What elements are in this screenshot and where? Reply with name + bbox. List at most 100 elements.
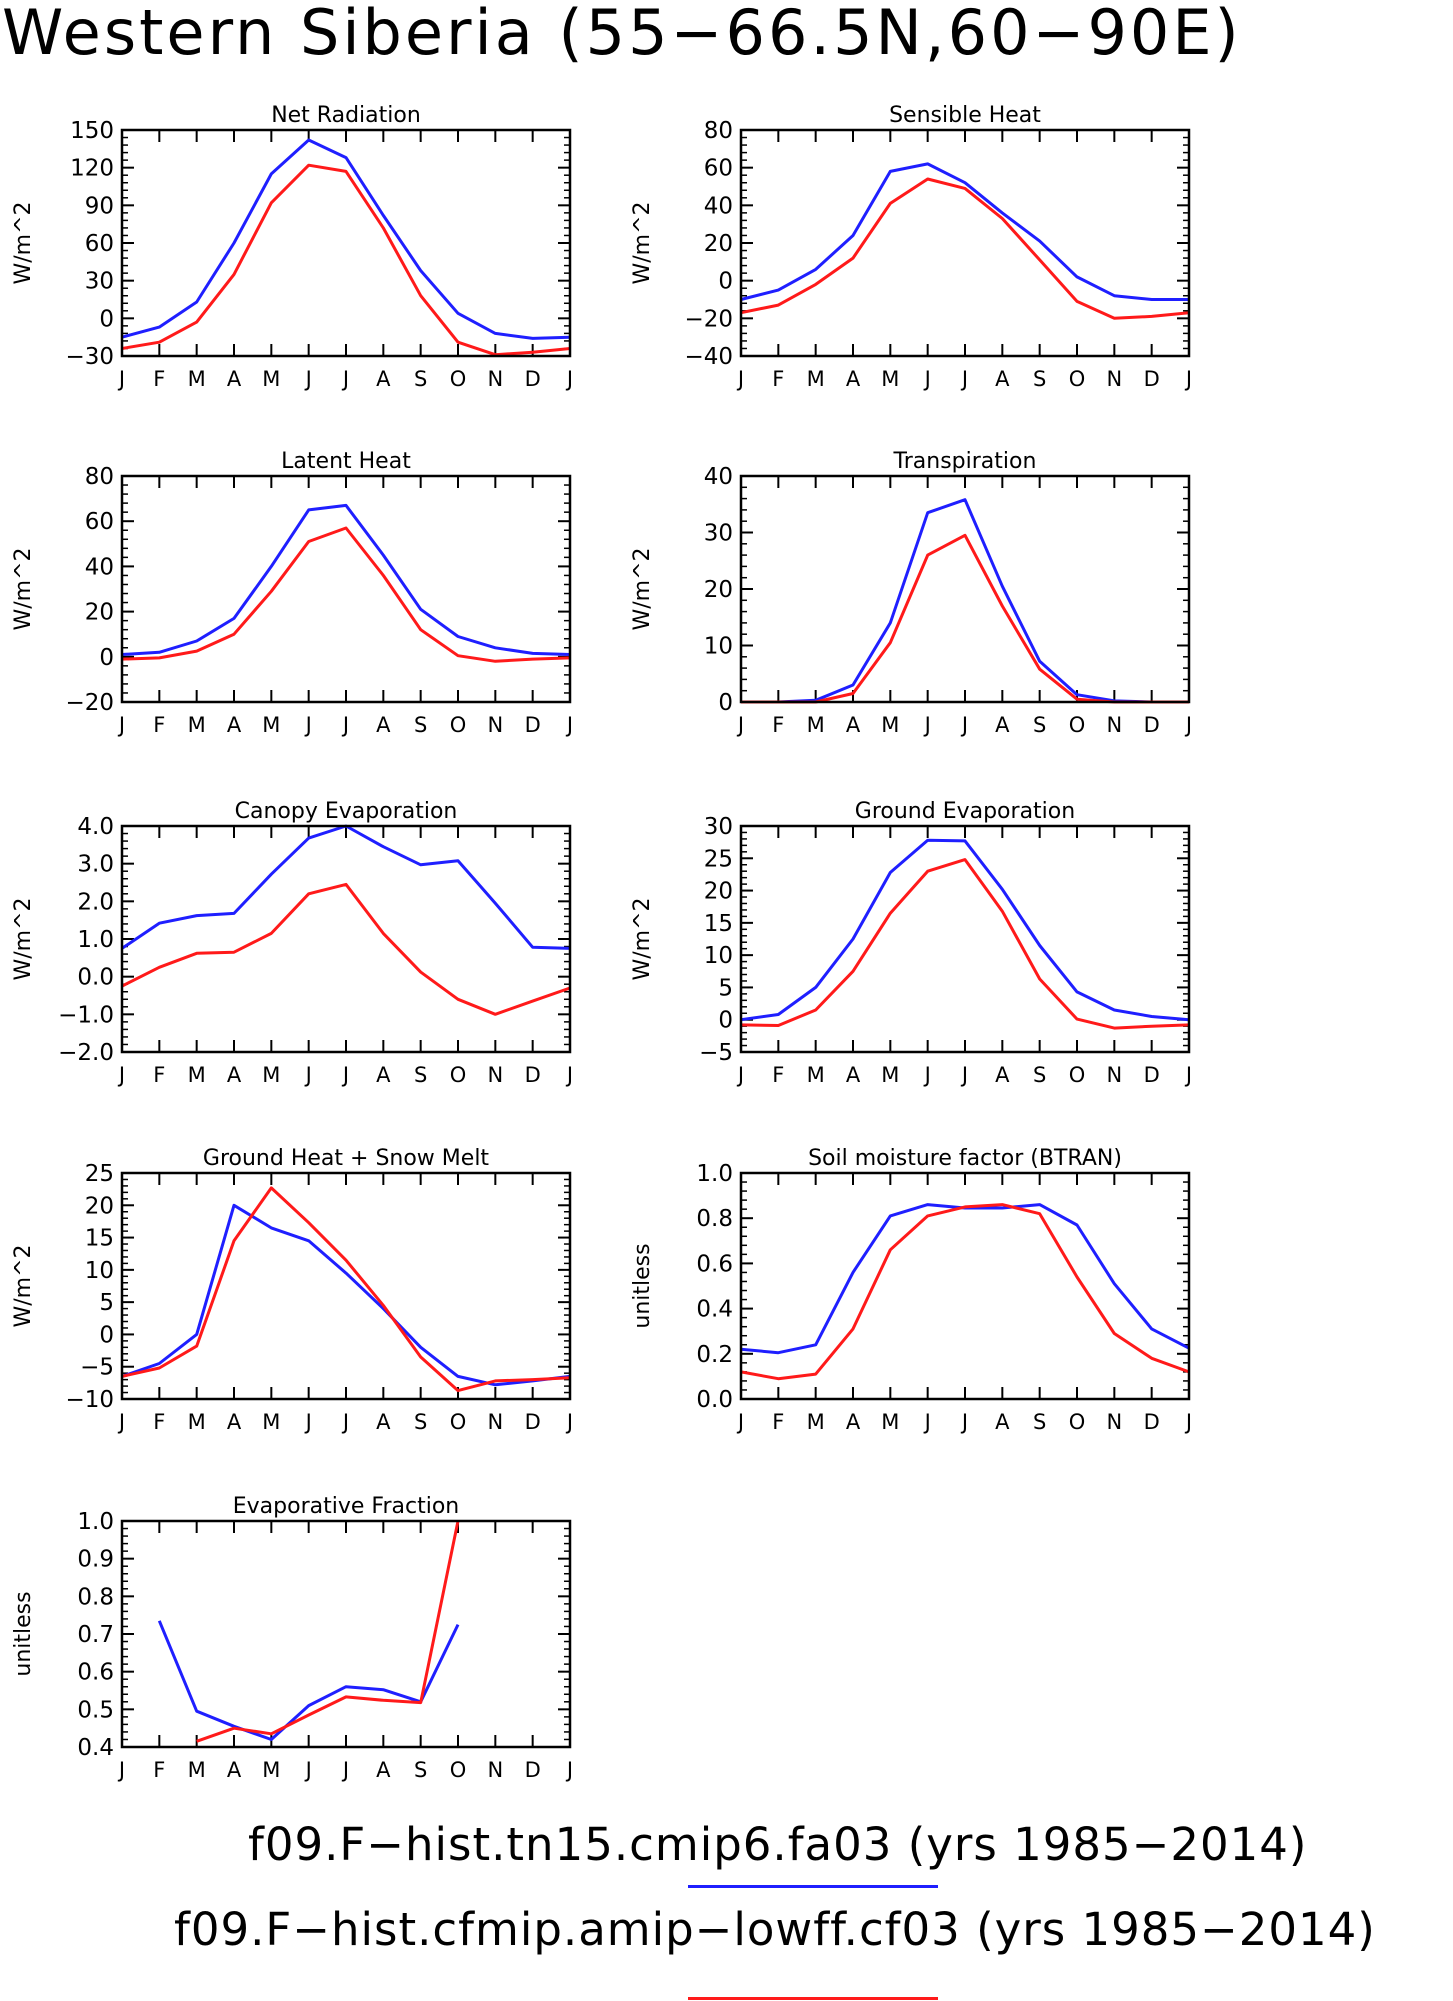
y-tick-label: 0 bbox=[99, 1322, 114, 1348]
x-tick-label: S bbox=[414, 1410, 427, 1434]
y-tick-label: 5 bbox=[99, 1290, 114, 1316]
y-tick-label: 0.6 bbox=[696, 1251, 733, 1277]
x-tick-label: J bbox=[341, 1410, 349, 1434]
series-line-2 bbox=[741, 533, 1189, 704]
plot-frame bbox=[120, 474, 572, 704]
y-tick-label: 5 bbox=[718, 975, 733, 1001]
y-tick-label: 0.9 bbox=[77, 1547, 114, 1573]
x-tick-label: J bbox=[565, 367, 573, 391]
x-tick-label: O bbox=[450, 713, 467, 737]
y-tick-label: 40 bbox=[85, 554, 114, 580]
legend-swatch-1 bbox=[688, 1885, 938, 1888]
plot-frame bbox=[120, 824, 572, 1054]
x-tick-label: J bbox=[1184, 1410, 1192, 1434]
series-line-1 bbox=[121, 503, 571, 656]
x-tick-label: J bbox=[923, 1063, 931, 1087]
x-tick-label: J bbox=[341, 367, 349, 391]
x-tick-label: J bbox=[565, 1410, 573, 1434]
y-tick-label: 80 bbox=[85, 464, 114, 490]
x-tick-label: M bbox=[188, 1410, 206, 1434]
y-tick-label: 0.0 bbox=[77, 965, 114, 991]
x-tick-label: J bbox=[960, 367, 968, 391]
y-tick-label: 60 bbox=[704, 156, 733, 182]
x-tick-label: F bbox=[153, 1410, 165, 1434]
y-axis-label: W/m^2 bbox=[630, 201, 655, 284]
y-tick-label: 60 bbox=[85, 231, 114, 257]
y-tick-label: 10 bbox=[704, 943, 733, 969]
y-tick-label: 1.0 bbox=[77, 1509, 114, 1535]
x-tick-label: J bbox=[304, 1758, 312, 1782]
x-tick-label: J bbox=[304, 1063, 312, 1087]
x-tick-label: F bbox=[153, 1758, 165, 1782]
x-tick-label: J bbox=[565, 713, 573, 737]
x-tick-label: M bbox=[262, 1758, 280, 1782]
x-tick-label: D bbox=[525, 1410, 541, 1434]
x-tick-label: F bbox=[772, 367, 784, 391]
series-line-1 bbox=[740, 1203, 1190, 1355]
y-tick-label: 20 bbox=[85, 600, 114, 626]
y-tick-label: 0.4 bbox=[696, 1297, 733, 1323]
y-tick-label: 20 bbox=[704, 231, 733, 257]
x-tick-label: A bbox=[846, 713, 861, 737]
x-tick-label: A bbox=[376, 1410, 391, 1434]
x-tick-label: J bbox=[960, 713, 968, 737]
y-tick-label: 80 bbox=[704, 118, 733, 144]
panel-title: Canopy Evaporation bbox=[235, 799, 458, 824]
x-tick-label: J bbox=[960, 1063, 968, 1087]
y-tick-label: 30 bbox=[704, 814, 733, 840]
legend-entry-1: f09.F−hist.tn15.cmip6.fa03 (yrs 1985−201… bbox=[248, 1818, 1307, 1871]
y-tick-label: −2.0 bbox=[58, 1040, 114, 1066]
x-tick-label: N bbox=[487, 713, 503, 737]
plot-frame bbox=[739, 128, 1191, 358]
series-line-2 bbox=[121, 1186, 571, 1393]
y-tick-label: 0 bbox=[718, 1008, 733, 1034]
x-tick-label: F bbox=[772, 713, 784, 737]
x-tick-label: M bbox=[881, 367, 899, 391]
y-tick-label: 20 bbox=[704, 879, 733, 905]
x-tick-label: A bbox=[846, 1410, 861, 1434]
x-tick-label: M bbox=[188, 1758, 206, 1782]
x-tick-label: J bbox=[117, 1758, 125, 1782]
y-tick-label: −10 bbox=[65, 1387, 114, 1413]
x-tick-label: S bbox=[1033, 367, 1046, 391]
x-tick-label: O bbox=[1069, 367, 1086, 391]
x-tick-label: J bbox=[923, 1410, 931, 1434]
y-tick-label: 25 bbox=[85, 1161, 114, 1187]
series-line-1 bbox=[121, 824, 571, 950]
y-tick-label: 0 bbox=[99, 306, 114, 332]
x-tick-label: O bbox=[450, 1063, 467, 1087]
x-tick-label: A bbox=[376, 713, 391, 737]
series-line-2 bbox=[196, 1520, 460, 1743]
x-tick-label: N bbox=[487, 1410, 503, 1434]
x-tick-label: N bbox=[487, 1758, 503, 1782]
y-axis-label: W/m^2 bbox=[630, 897, 655, 980]
plot-frame bbox=[120, 1171, 572, 1401]
y-tick-label: 0 bbox=[718, 690, 733, 716]
x-tick-label: A bbox=[995, 367, 1010, 391]
x-tick-label: D bbox=[525, 713, 541, 737]
x-tick-label: D bbox=[1144, 367, 1160, 391]
x-tick-label: J bbox=[960, 1410, 968, 1434]
x-tick-label: J bbox=[1184, 1063, 1192, 1087]
series-line-2 bbox=[740, 858, 1190, 1030]
series-line-1 bbox=[121, 138, 571, 340]
x-tick-label: J bbox=[736, 1063, 744, 1087]
x-tick-label: J bbox=[117, 1410, 125, 1434]
x-tick-label: A bbox=[227, 1758, 242, 1782]
x-tick-label: M bbox=[881, 713, 899, 737]
y-tick-label: 0 bbox=[718, 269, 733, 295]
y-axis-label: unitless bbox=[11, 1591, 36, 1676]
x-tick-label: S bbox=[1033, 1063, 1046, 1087]
x-tick-label: J bbox=[117, 1063, 125, 1087]
x-tick-label: M bbox=[262, 367, 280, 391]
x-tick-label: N bbox=[1106, 1063, 1122, 1087]
x-tick-label: M bbox=[262, 1410, 280, 1434]
legend-text-2: f09.F−hist.cfmip.amip−lowff.cf03 (yrs 19… bbox=[174, 1903, 1376, 1956]
y-tick-label: 120 bbox=[70, 156, 114, 182]
y-tick-label: 30 bbox=[85, 269, 114, 295]
y-tick-label: −30 bbox=[65, 344, 114, 370]
x-tick-label: S bbox=[414, 713, 427, 737]
x-tick-label: O bbox=[1069, 1063, 1086, 1087]
